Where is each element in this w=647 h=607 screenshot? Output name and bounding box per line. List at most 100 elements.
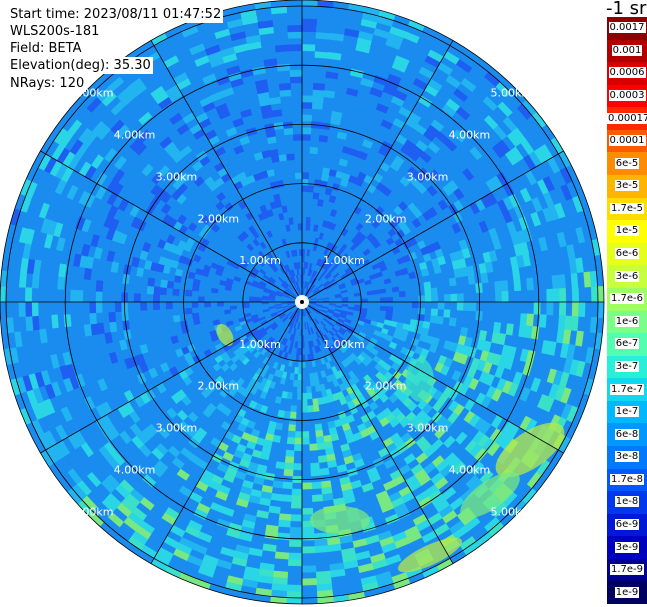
- range-gate-cell: [287, 31, 303, 39]
- range-gate-cell: [313, 317, 320, 325]
- range-gate-cell: [165, 301, 173, 310]
- range-gate-cell: [31, 273, 40, 289]
- range-gate-cell: [440, 364, 450, 376]
- colorbar-tick-label: 1e-6: [614, 315, 640, 327]
- range-gate-cell: [310, 462, 320, 471]
- range-gate-cell: [408, 251, 418, 261]
- range-gate-cell: [411, 301, 420, 309]
- range-gate-cell: [127, 77, 144, 93]
- range-gate-cell: [288, 417, 297, 426]
- range-gate-cell: [146, 309, 155, 319]
- range-gate-cell: [484, 261, 494, 273]
- range-gate-cell: [294, 437, 303, 445]
- range-gate-cell: [288, 312, 294, 320]
- range-gate-cell: [257, 20, 274, 29]
- range-gate-cell: [271, 221, 279, 230]
- range-label: 3.00km: [407, 422, 449, 435]
- range-gate-cell: [298, 360, 303, 368]
- range-gate-cell: [134, 275, 143, 286]
- range-gate-cell: [76, 289, 84, 303]
- range-gate-cell: [278, 513, 292, 522]
- range-gate-cell: [429, 315, 438, 324]
- range-gate-cell: [391, 286, 400, 293]
- range-gate-cell: [107, 512, 125, 528]
- range-gate-cell: [420, 268, 430, 277]
- range-gate-cell: [415, 276, 424, 284]
- range-gate-cell: [67, 119, 83, 136]
- range-gate-cell: [314, 423, 323, 432]
- range-gate-cell: [255, 296, 263, 301]
- range-gate-cell: [491, 388, 503, 402]
- range-gate-cell: [290, 88, 303, 97]
- range-gate-cell: [301, 507, 314, 516]
- range-gate-cell: [372, 289, 381, 295]
- range-gate-cell: [197, 566, 215, 578]
- range-gate-cell: [237, 422, 247, 433]
- range-gate-cell: [337, 329, 345, 336]
- range-gate-cell: [428, 343, 438, 354]
- aerosol-patch: [397, 537, 463, 573]
- range-gate-cell: [60, 406, 73, 423]
- range-gate-cell: [590, 286, 599, 303]
- range-gate-cell: [264, 530, 278, 540]
- azimuth-spoke: [301, 150, 564, 303]
- range-gate-cell: [382, 171, 394, 182]
- range-gate-cell: [44, 274, 53, 290]
- range-gate-cell: [286, 153, 295, 161]
- range-gate-cell: [305, 223, 311, 231]
- range-gate-cell: [459, 327, 469, 338]
- range-gate-cell: [317, 455, 328, 463]
- range-gate-cell: [455, 431, 468, 445]
- range-gate-cell: [417, 313, 425, 322]
- range-gate-cell: [114, 291, 122, 303]
- range-gate-cell: [538, 236, 548, 252]
- range-gate-cell: [469, 301, 477, 312]
- range-gate-cell: [325, 361, 332, 370]
- azimuth-spoke: [150, 40, 303, 303]
- range-gate-cell: [310, 468, 321, 477]
- range-gate-cell: [192, 278, 201, 286]
- range-gate-cell: [285, 264, 291, 272]
- range-gate-cell: [463, 301, 471, 312]
- range-gate-cell: [289, 333, 294, 341]
- range-gate-cell: [317, 314, 324, 321]
- range-gate-cell: [59, 339, 70, 354]
- range-gate-cell: [114, 155, 127, 170]
- range-gate-cell: [284, 140, 295, 148]
- range-gate-cell: [526, 277, 534, 291]
- range-gate-cell: [63, 313, 72, 328]
- range-gate-cell: [24, 287, 33, 303]
- range-gate-cell: [171, 457, 185, 470]
- range-gate-cell: [558, 287, 567, 303]
- range-gate-cell: [530, 377, 542, 393]
- range-gate-cell: [379, 264, 388, 272]
- range-gate-cell: [301, 431, 310, 439]
- range-gate-cell: [282, 481, 293, 490]
- range-gate-cell: [281, 108, 293, 117]
- range-gate-cell: [399, 417, 411, 428]
- range-gate-cell: [268, 90, 281, 99]
- range-gate-cell: [95, 280, 104, 292]
- range-gate-cell: [419, 151, 432, 164]
- range-gate-cell: [292, 379, 299, 387]
- range-gate-cell: [201, 327, 210, 335]
- range-gate-cell: [286, 204, 293, 213]
- range-gate-cell: [301, 146, 311, 154]
- range-gate-cell: [274, 551, 290, 560]
- range-gate-cell: [557, 274, 566, 289]
- range-gate-cell: [321, 492, 334, 502]
- range-gate-cell: [152, 301, 161, 311]
- range-gate-cell: [24, 301, 33, 317]
- range-gate-cell: [227, 273, 236, 281]
- range-gate-cell: [552, 288, 560, 303]
- range-gate-cell: [301, 223, 307, 231]
- range-gate-cell: [297, 223, 303, 231]
- range-gate-cell: [248, 400, 258, 409]
- range-gate-cell: [405, 290, 413, 297]
- range-label: 3.00km: [156, 422, 198, 435]
- range-gate-cell: [289, 411, 297, 419]
- range-gate-cell: [336, 464, 348, 473]
- colorbar-tick-label: 1e-9: [614, 586, 640, 598]
- range-gate-cell: [290, 501, 303, 509]
- range-gate-cell: [309, 372, 315, 381]
